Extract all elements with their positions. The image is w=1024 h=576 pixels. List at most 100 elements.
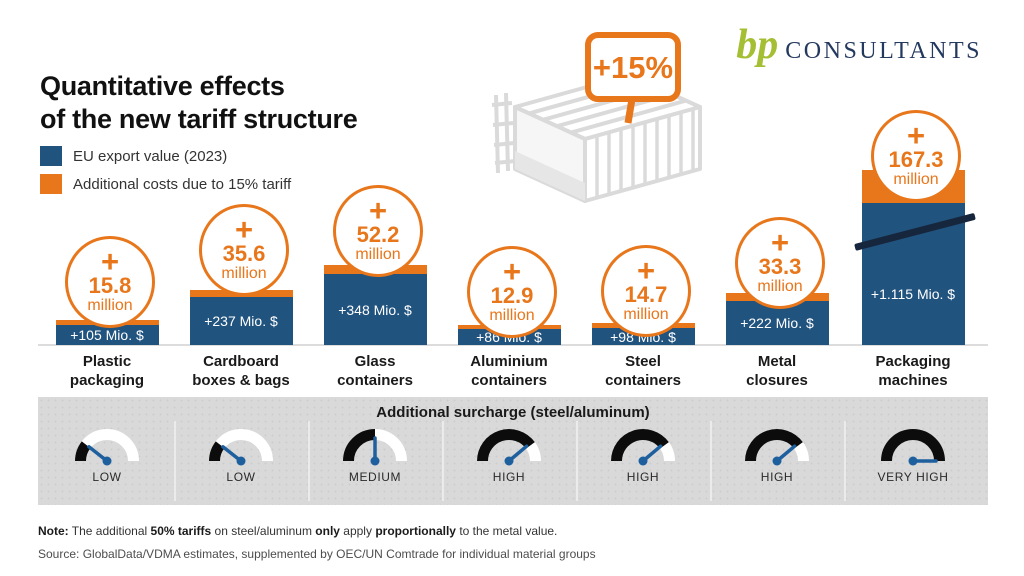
bar-value-label: +222 Mio. $ bbox=[740, 315, 814, 331]
plus-icon: + bbox=[368, 193, 388, 229]
chart-baseline bbox=[38, 344, 988, 346]
category-line: boxes & bags bbox=[192, 372, 290, 389]
category-line: Cardboard bbox=[203, 353, 279, 370]
footnote-text: to the metal value. bbox=[455, 524, 558, 538]
footnote-text: apply bbox=[339, 524, 376, 538]
category-line: Steel bbox=[625, 353, 661, 370]
category-line: containers bbox=[337, 372, 413, 389]
gauge-high-icon bbox=[745, 429, 809, 466]
bar-segment-export: +348 Mio. $ bbox=[323, 274, 427, 345]
badge-unit: million bbox=[893, 170, 939, 188]
sign-post bbox=[624, 98, 636, 124]
category-line: packaging bbox=[69, 372, 145, 389]
band-divider bbox=[844, 421, 846, 501]
title-line-1: Quantitative effects bbox=[40, 71, 285, 101]
tariff-sign-text: +15% bbox=[593, 50, 673, 85]
footnote: Note: The additional 50% tariffs on stee… bbox=[38, 524, 557, 538]
band-divider bbox=[710, 421, 712, 501]
badge-glass: + 52.2 million bbox=[333, 185, 423, 277]
category-line: containers bbox=[605, 372, 681, 389]
title-line-2: of the new tariff structure bbox=[40, 104, 358, 134]
category-label-metal-closures: Metal closures bbox=[707, 352, 847, 390]
band-divider bbox=[442, 421, 444, 501]
badge-value: 35.6 bbox=[222, 240, 266, 266]
category-label-plastic: Plastic packaging bbox=[37, 352, 177, 390]
category-line: Aluminium bbox=[470, 353, 548, 370]
category-line: machines bbox=[878, 372, 948, 389]
badge-value: 12.9 bbox=[490, 282, 534, 308]
footnote-text: on steel/aluminum bbox=[211, 524, 316, 538]
badge-metal-closures: + 33.3 million bbox=[735, 217, 825, 309]
footnote-bold: Note: bbox=[38, 524, 69, 538]
legend-swatch-blue bbox=[40, 146, 62, 166]
badge-value: 167.3 bbox=[888, 146, 944, 172]
plus-icon: + bbox=[100, 244, 120, 280]
category-line: Metal bbox=[757, 353, 797, 370]
legend-label: EU export value (2023) bbox=[73, 147, 228, 165]
gauge-label: LOW bbox=[226, 470, 256, 484]
plus-icon: + bbox=[636, 253, 656, 289]
category-line: closures bbox=[746, 372, 808, 389]
logo-company-name: CONSULTANTS bbox=[785, 38, 982, 64]
badge-unit: million bbox=[355, 245, 401, 263]
surcharge-band-title: Additional surcharge (steel/aluminum) bbox=[376, 404, 650, 421]
bar-value-label: +105 Mio. $ bbox=[70, 327, 144, 343]
badge-value: 52.2 bbox=[356, 221, 400, 247]
page-title: Quantitative effects of the new tariff s… bbox=[40, 70, 358, 136]
gauge-label: VERY HIGH bbox=[877, 470, 949, 484]
container-outline bbox=[491, 73, 702, 203]
company-logo: bp CONSULTANTS bbox=[736, 24, 982, 66]
bar-cardboard-boxes: +237 Mio. $ bbox=[189, 290, 293, 345]
badge-steel: + 14.7 million bbox=[601, 245, 691, 337]
shipping-container-illustration: +15% bbox=[491, 32, 702, 203]
band-divider bbox=[174, 421, 176, 501]
badge-unit: million bbox=[221, 264, 267, 282]
gauge-low-icon bbox=[75, 429, 139, 466]
badge-unit: million bbox=[623, 305, 669, 323]
gauge-medium-icon bbox=[343, 429, 407, 466]
tariff-sign bbox=[585, 32, 681, 102]
badge-unit: million bbox=[757, 277, 803, 295]
band-divider bbox=[308, 421, 310, 501]
badge-value: 14.7 bbox=[624, 281, 668, 307]
legend-swatch-orange bbox=[40, 174, 62, 194]
badge-value: 15.8 bbox=[88, 272, 132, 298]
legend-label: Additional costs due to 15% tariff bbox=[73, 175, 292, 193]
band-divider bbox=[576, 421, 578, 501]
legend: EU export value (2023) Additional costs … bbox=[40, 146, 291, 202]
gauge-label: MEDIUM bbox=[348, 470, 402, 484]
legend-item-export: EU export value (2023) bbox=[40, 146, 291, 166]
footnote-bold: 50% tariffs bbox=[150, 524, 212, 538]
bar-value-label: +348 Mio. $ bbox=[338, 301, 412, 318]
badge-cardboard: + 35.6 million bbox=[199, 204, 289, 296]
plus-icon: + bbox=[770, 225, 790, 261]
category-label-glass: Glass containers bbox=[305, 352, 445, 390]
footnote-bold: proportionally bbox=[375, 524, 456, 538]
gauge-high-icon bbox=[477, 429, 541, 466]
category-line: Packaging bbox=[875, 353, 951, 370]
gauge-label: HIGH bbox=[626, 470, 660, 484]
badge-unit: million bbox=[489, 306, 535, 324]
legend-item-tariff: Additional costs due to 15% tariff bbox=[40, 174, 291, 194]
gauge-very-high-icon bbox=[881, 429, 945, 466]
bar-value-label: +237 Mio. $ bbox=[204, 313, 278, 329]
gauge-label: HIGH bbox=[492, 470, 526, 484]
category-label-cardboard: Cardboard boxes & bags bbox=[171, 352, 311, 390]
bar-segment-export: +105 Mio. $ bbox=[55, 325, 159, 345]
bar-segment-export: +237 Mio. $ bbox=[189, 297, 293, 345]
badge-packaging-machines: + 167.3 million bbox=[871, 110, 961, 202]
footnote-bold: only bbox=[315, 524, 340, 538]
gauge-high-icon bbox=[611, 429, 675, 466]
footnote-text: The additional bbox=[68, 524, 151, 538]
logo-bp-mark: bp bbox=[736, 22, 779, 68]
container-corrugation bbox=[595, 108, 695, 198]
category-label-aluminium: Aluminium containers bbox=[439, 352, 579, 390]
badge-aluminium: + 12.9 million bbox=[467, 246, 557, 338]
surcharge-band: Additional surcharge (steel/aluminum) LO… bbox=[38, 397, 988, 505]
badge-plastic: + 15.8 million bbox=[65, 236, 155, 328]
badge-unit: million bbox=[87, 296, 133, 314]
category-label-steel: Steel containers bbox=[573, 352, 713, 390]
category-label-packaging-machines: Packaging machines bbox=[843, 352, 983, 390]
plus-icon: + bbox=[906, 118, 926, 154]
